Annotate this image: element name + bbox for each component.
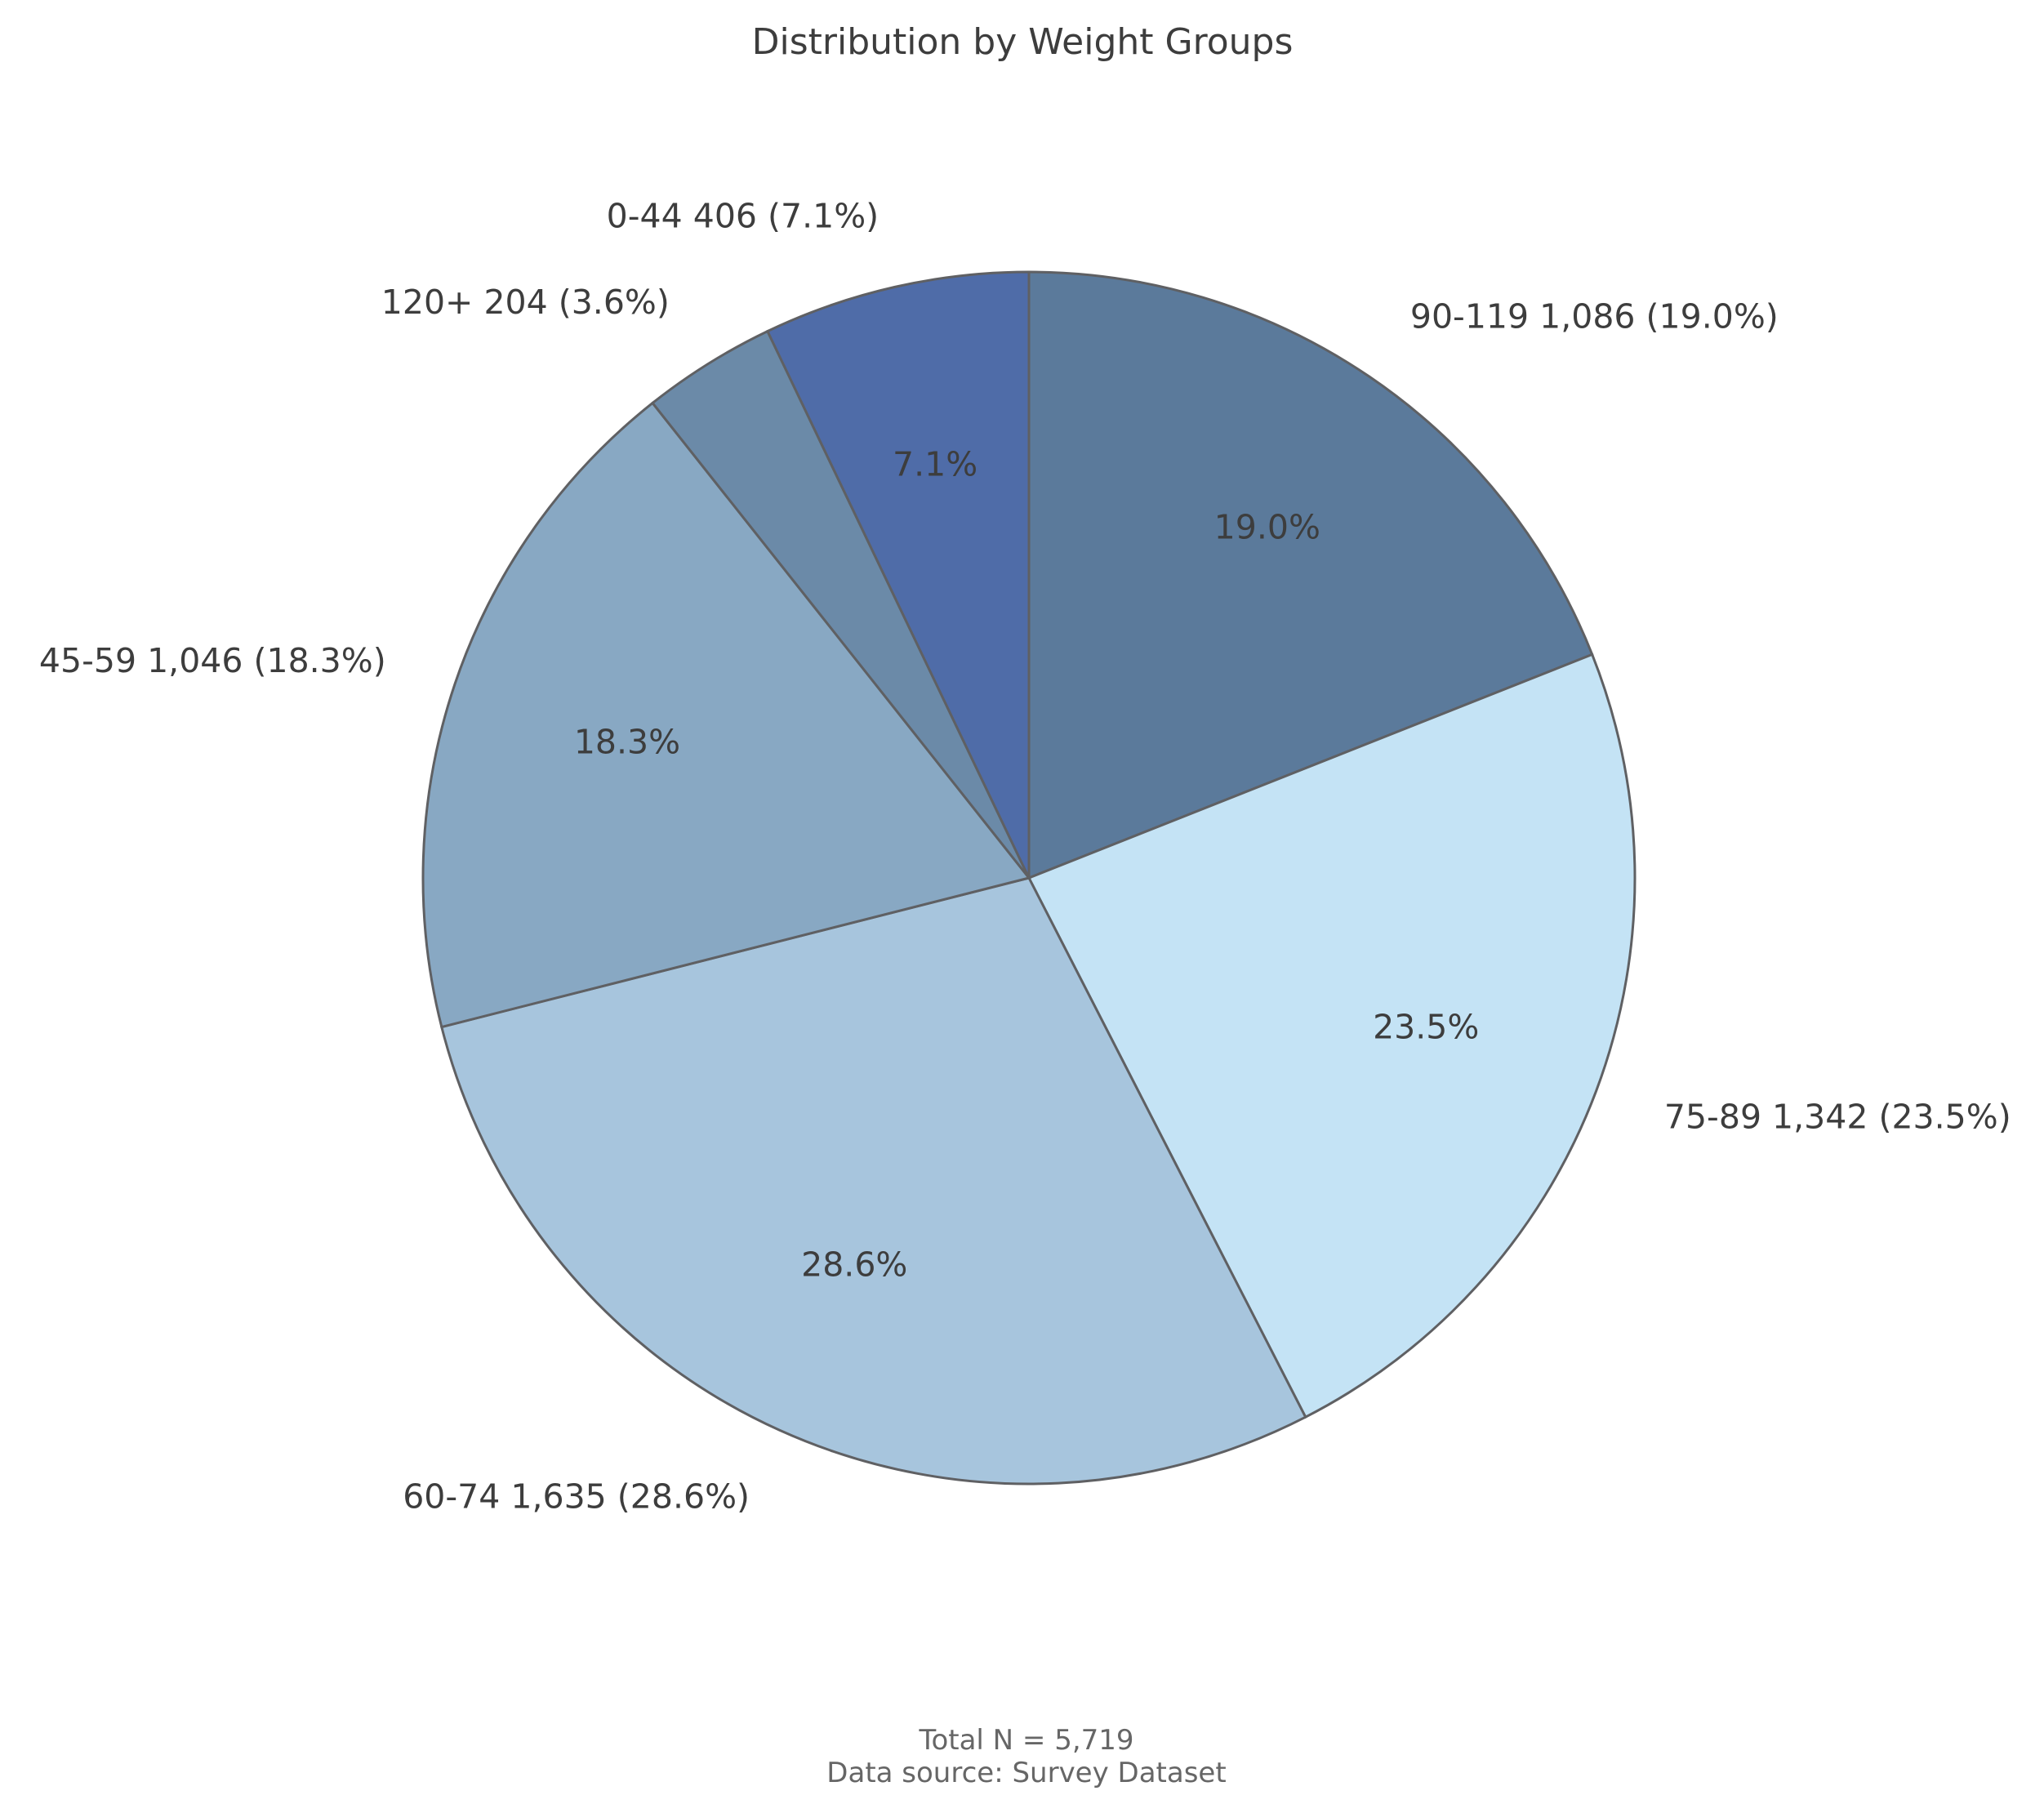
chart-title: Distribution by Weight Groups bbox=[752, 21, 1294, 63]
pie-category-label: 120+ 204 (3.6%) bbox=[381, 283, 670, 322]
pie-category-label: 75-89 1,342 (23.5%) bbox=[1664, 1097, 2011, 1136]
footer-source: Data source: Survey Dataset bbox=[826, 1757, 1226, 1789]
pie-percent-label: 28.6% bbox=[801, 1245, 907, 1284]
pie-category-label: 45-59 1,046 (18.3%) bbox=[39, 641, 386, 680]
pie-labels: 19.0% 90-119 1,086 (19.0%) 23.5% 75-89 1,34… bbox=[39, 197, 2011, 1517]
pie-slice-90-119 bbox=[1027, 270, 1594, 880]
pie-category-label: 90-119 1,086 (19.0%) bbox=[1410, 297, 1779, 336]
pie-percent-label: 23.5% bbox=[1373, 1008, 1479, 1047]
pie-slices bbox=[421, 270, 1637, 1486]
pie-category-label: 60-74 1,635 (28.6%) bbox=[403, 1477, 750, 1516]
pie-percent-label: 18.3% bbox=[574, 723, 680, 762]
pie-percent-label: 7.1% bbox=[893, 444, 977, 483]
footer-total: Total N = 5,719 bbox=[918, 1724, 1133, 1757]
pie-percent-label: 19.0% bbox=[1214, 507, 1320, 546]
pie-slice-0-44 bbox=[765, 270, 1031, 879]
pie-slice-75-89 bbox=[1026, 653, 1637, 1419]
pie-slice-45-59 bbox=[421, 401, 1031, 1029]
pie-slice-60-74 bbox=[439, 876, 1307, 1486]
pie-category-label: 0-44 406 (7.1%) bbox=[607, 197, 879, 236]
